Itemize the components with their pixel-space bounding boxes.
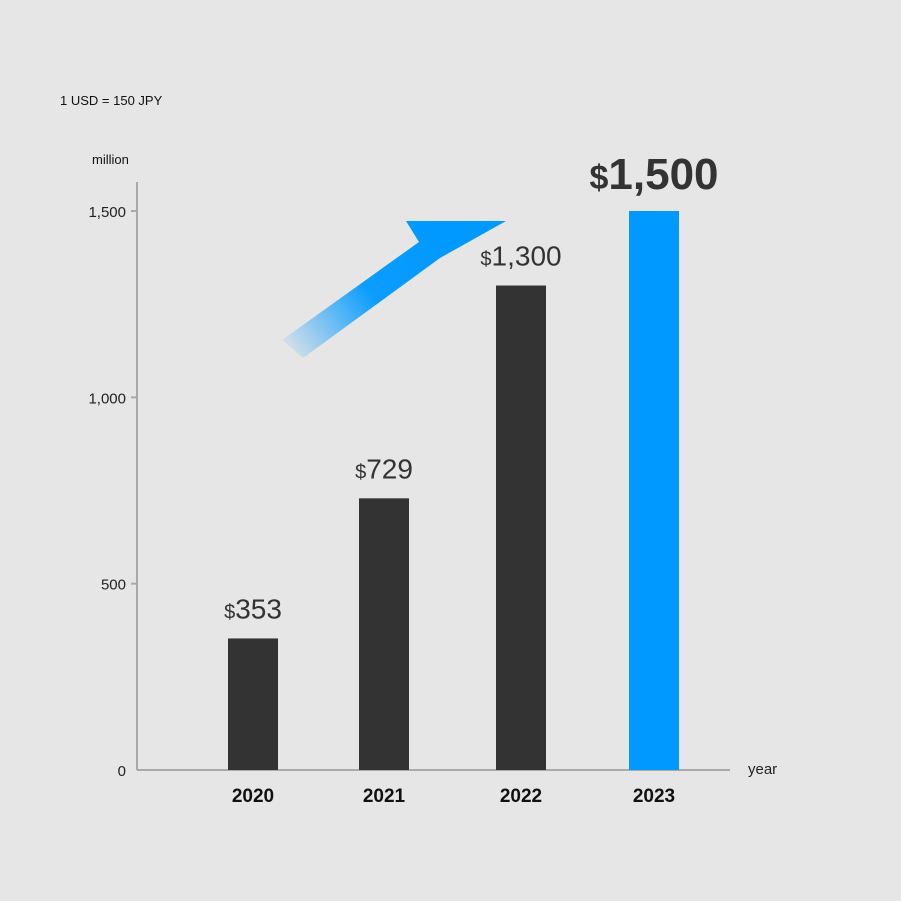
x-tick-label-2021: 2021 xyxy=(363,786,406,807)
value-label-2023: $1,500 xyxy=(589,150,718,199)
growth-arrow xyxy=(282,221,506,358)
y-tick-label: 1,000 xyxy=(88,390,126,407)
x-tick-label-2023: 2023 xyxy=(633,786,675,807)
exchange-rate-note: 1 USD = 150 JPY xyxy=(60,93,163,108)
bar-2021 xyxy=(359,498,409,770)
y-tick-label: 500 xyxy=(101,577,126,594)
y-tick-label: 1,500 xyxy=(88,204,126,221)
value-label-2020: $353 xyxy=(224,593,282,624)
y-tick-label: 0 xyxy=(118,763,126,780)
value-label-2021: $729 xyxy=(355,453,413,484)
x-axis-label: year xyxy=(748,761,778,778)
bar-2023 xyxy=(629,211,679,770)
x-tick-label-2022: 2022 xyxy=(500,786,542,807)
bar-2020 xyxy=(228,638,278,770)
y-axis-label: million xyxy=(92,152,129,167)
bar-2022 xyxy=(496,285,546,770)
x-tick-label-2020: 2020 xyxy=(232,786,274,807)
value-label-2022: $1,300 xyxy=(480,241,561,272)
